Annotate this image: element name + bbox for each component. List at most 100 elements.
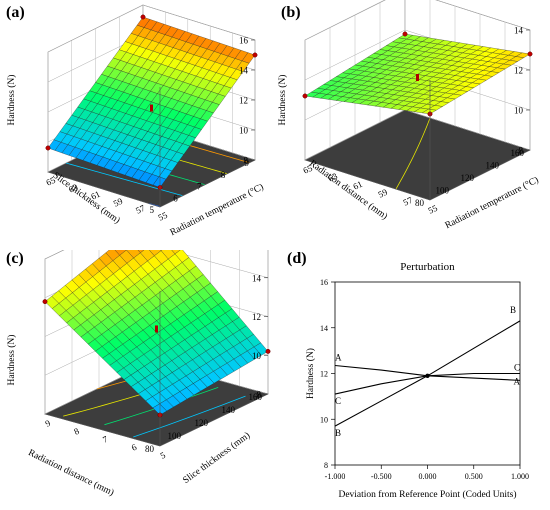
series-label-b-end: B <box>510 305 516 315</box>
floor-contour <box>133 395 246 438</box>
y-tick-label: 16 <box>320 278 328 287</box>
y-tick-label: 80 <box>145 444 155 454</box>
x-tick-label: 59 <box>377 187 390 200</box>
surface-patch <box>152 176 167 188</box>
x-tick-label: 9 <box>44 418 53 429</box>
y-tick-label: 120 <box>461 173 475 183</box>
reference-point <box>425 373 430 378</box>
y-tick-label: 80 <box>415 198 425 208</box>
x-tick-label: 55 <box>157 210 170 223</box>
y-tick-label: 14 <box>320 324 328 333</box>
x-tick-label: 7 <box>101 434 110 445</box>
axis-edge <box>304 159 431 201</box>
x-tick-label: 0.000 <box>419 472 437 481</box>
z-tick-label: 14 <box>514 26 524 36</box>
series-label-b-start: B <box>335 428 341 438</box>
y-tick-label: 12 <box>320 370 328 379</box>
y-tick-label: 6 <box>173 193 178 203</box>
z-tick-label: 8 <box>244 156 249 166</box>
surface-plot-a: (a) 8 10 12 14 16 55 57 59 61 63 65 5 6 7 8 9 Hardness (… <box>0 0 275 250</box>
design-point <box>42 299 48 305</box>
design-point <box>252 52 258 58</box>
surface-svg: 8101214165678980100120140160Hardness (N)… <box>6 250 271 498</box>
surface-svg: 810121455575961636580100120140160Hardnes… <box>277 0 540 231</box>
surface-patch <box>137 250 145 254</box>
z-axis-title: Hardness (N) <box>277 75 288 126</box>
z-tick-label: 12 <box>239 96 248 106</box>
y-tick-label: 10 <box>320 415 328 424</box>
design-point <box>402 31 408 37</box>
y-tick-label: 160 <box>249 392 263 402</box>
center-point <box>155 325 158 333</box>
x-tick-label: -0.500 <box>371 472 392 481</box>
x-axis-title: Slice thickness (mm) <box>181 430 252 486</box>
axis-edge <box>429 149 531 201</box>
series-label-c-end: C <box>514 363 520 373</box>
x-tick-label: 59 <box>112 196 125 209</box>
y-tick-label: 9 <box>245 158 250 168</box>
z-tick-label: 8 <box>519 146 524 156</box>
x-tick-label: 55 <box>427 203 440 216</box>
z-axis-title: Hardness (N) <box>6 335 17 386</box>
design-point <box>140 14 146 20</box>
design-point <box>302 93 308 99</box>
z-tick-label: 16 <box>239 36 249 46</box>
x-tick-label: 61 <box>89 189 101 202</box>
center-point <box>416 74 419 81</box>
x-tick-label: 8 <box>72 426 81 437</box>
y-tick-label: 8 <box>221 170 226 180</box>
surface-plot-b: (b) 8 10 12 14 55 57 59 61 63 65 80 100 120 140 160 Har… <box>275 0 550 250</box>
floor-contour <box>395 117 431 189</box>
y-tick-label: 100 <box>436 186 450 196</box>
y-axis-title: Hardness (N) <box>305 348 316 399</box>
y-tick-label: 140 <box>222 405 236 415</box>
axis-edge <box>47 171 161 208</box>
panel-label: (d) <box>287 250 307 267</box>
x-tick-label: 5 <box>159 450 168 461</box>
perturbation-plot: (d) Perturbation 8 10 12 14 16 -1.000 -0.500 0.0… <box>275 250 550 510</box>
x-tick-label: 1.000 <box>511 472 529 481</box>
y-axis-title: Radiation distance (mm) <box>26 447 115 498</box>
axis-edge <box>159 159 256 208</box>
design-point <box>45 145 51 151</box>
x-axis-title: Deviation from Reference Point (Coded Un… <box>338 489 516 500</box>
z-tick-label: 14 <box>252 273 262 283</box>
x-tick-label: -1.000 <box>325 472 346 481</box>
x-tick-label: 57 <box>134 203 147 216</box>
floor-contour <box>65 162 183 197</box>
wall-gridline <box>304 0 531 41</box>
y-tick-label: 100 <box>168 431 182 441</box>
series-label-a-start: A <box>335 352 342 362</box>
z-tick-label: 10 <box>252 351 262 361</box>
z-tick-label: 10 <box>239 126 249 136</box>
design-point <box>527 51 533 57</box>
x-tick-label: 61 <box>352 179 364 192</box>
surface-plot-c: (c) 8101214165678980100120140160Hardness… <box>0 250 275 510</box>
z-tick-label: 12 <box>252 312 261 322</box>
y-tick-label: 5 <box>150 205 155 215</box>
axis-edge <box>159 393 269 447</box>
line-svg: Perturbation 8 10 12 14 16 -1.000 -0.500 0.000 0.… <box>305 261 529 500</box>
z-tick-label: 14 <box>239 66 249 76</box>
chart-title: Perturbation <box>400 261 455 273</box>
panel-label: (c) <box>6 250 24 267</box>
z-axis-title: Hardness (N) <box>6 75 17 126</box>
y-tick-label: 7 <box>197 182 202 192</box>
y-tick-label: 8 <box>324 461 328 470</box>
axis-edge <box>44 413 161 447</box>
series-label-c-start: C <box>335 396 341 406</box>
center-point <box>150 104 153 112</box>
design-point <box>265 348 271 354</box>
z-tick-label: 12 <box>514 66 523 76</box>
y-tick-label: 120 <box>195 418 209 428</box>
x-tick-label: 6 <box>130 442 139 453</box>
x-tick-label: 57 <box>402 195 415 208</box>
panel-label: (a) <box>6 4 25 21</box>
x-tick-label: 0.500 <box>465 472 483 481</box>
series-label-a-end: A <box>514 376 521 386</box>
panel-label: (b) <box>281 4 301 21</box>
y-tick-label: 160 <box>511 148 525 158</box>
z-tick-label: 8 <box>257 390 262 400</box>
y-tick-label: 140 <box>486 161 500 171</box>
